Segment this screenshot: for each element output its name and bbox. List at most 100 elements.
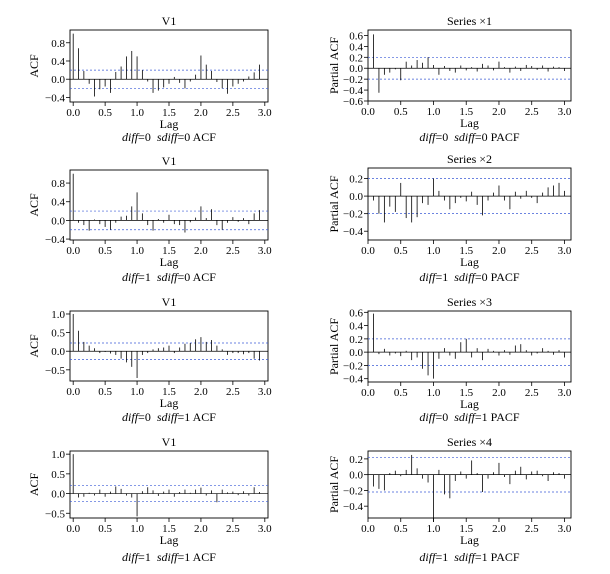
plot-frame [69, 450, 269, 519]
panel-caption: diff=1 sdiff=0 PACF [419, 270, 519, 284]
x-tick-label: 1.5 [459, 387, 473, 399]
caption-sdiff-value: =0 PACF [475, 130, 520, 144]
y-tick-label: 0.6 [349, 30, 363, 42]
plot-frame [69, 29, 269, 103]
y-tick-label: 0.0 [349, 470, 363, 482]
x-axis-label: Lag [460, 116, 479, 130]
y-tick-label: 0.4 [349, 321, 363, 333]
caption-sdiff-label: sdiff [157, 550, 179, 564]
caption-diff-label: diff [419, 270, 437, 284]
x-tick-label: 1.0 [427, 245, 441, 257]
caption-diff-label: diff [122, 410, 140, 424]
x-tick-label: 2.0 [492, 106, 506, 118]
x-axis-label: Lag [160, 255, 179, 269]
y-tick-label: 0.0 [51, 346, 65, 358]
panel-caption: diff=1 sdiff=1 ACF [122, 550, 216, 564]
caption-sdiff-label: sdiff [454, 130, 476, 144]
x-tick-label: 1.0 [427, 523, 441, 535]
y-axis-label: ACF [27, 54, 41, 78]
caption-diff-value: =0 [435, 130, 448, 144]
y-tick-label: −0.5 [45, 365, 65, 377]
y-tick-label: 0.8 [51, 178, 65, 190]
x-tick-label: 2.5 [525, 523, 539, 535]
chart-title: Series ×2 [447, 152, 492, 166]
chart-title: Series ×1 [447, 14, 492, 28]
caption-diff-label: diff [122, 270, 140, 284]
caption-diff-value: =1 [435, 270, 448, 284]
caption-sdiff-value: =0 ACF [178, 270, 217, 284]
chart-panel-4: Series ×2 0.0 0.5 1.0 1.5 2.0 2.5 3.0 −0.4 −0.2 0.… [327, 152, 572, 284]
x-axis-label: Lag [160, 396, 179, 410]
chart-panel-2: Series ×1 0.0 0.5 1.0 1.5 2.0 2.5 3.0 −0.6−0.4−0… [327, 14, 572, 144]
x-tick-label: 0.0 [66, 386, 80, 398]
y-tick-label: 0.2 [349, 52, 363, 64]
y-tick-label: 0.5 [51, 469, 65, 481]
caption-diff-label: diff [419, 410, 437, 424]
caption-sdiff-label: sdiff [157, 270, 179, 284]
caption-diff-value: =1 [435, 550, 448, 564]
y-tick-label: 0.0 [51, 74, 65, 86]
x-tick-label: 1.5 [162, 245, 176, 257]
x-tick-label: 2.5 [226, 386, 240, 398]
x-tick-label: 3.0 [558, 387, 572, 399]
caption-sdiff-value: =0 PACF [475, 270, 520, 284]
x-tick-label: 0.5 [98, 107, 112, 119]
chart-title: Series ×3 [447, 295, 492, 309]
y-axis-label: ACF [27, 193, 41, 217]
chart-title: Series ×4 [447, 435, 492, 449]
caption-diff-value: =0 [138, 130, 151, 144]
caption-diff-label: diff [419, 550, 437, 564]
x-tick-label: 1.0 [130, 523, 144, 535]
caption-sdiff-label: sdiff [454, 410, 476, 424]
y-tick-label: −0.2 [343, 360, 363, 372]
x-tick-label: 0.0 [361, 106, 375, 118]
x-tick-label: 2.0 [492, 523, 506, 535]
y-tick-label: 0.4 [349, 41, 363, 53]
y-tick-label: 1.0 [51, 449, 65, 461]
chart-panel-7: V10.0 0.5 1.0 1.5 2.0 2.5 3.0−0.50.00.51.0LagA… [27, 435, 272, 564]
y-tick-label: 0.4 [51, 197, 65, 209]
x-tick-label: 1.5 [459, 523, 473, 535]
x-tick-label: 2.5 [525, 245, 539, 257]
x-axis-label: Lag [460, 397, 479, 411]
x-tick-label: 2.0 [492, 387, 506, 399]
x-tick-label: 1.0 [427, 106, 441, 118]
x-tick-label: 2.0 [194, 386, 208, 398]
x-tick-label: 2.5 [525, 106, 539, 118]
caption-sdiff-label: sdiff [157, 410, 179, 424]
y-tick-label: 0.0 [51, 489, 65, 501]
x-tick-label: 0.0 [66, 107, 80, 119]
x-tick-label: 1.5 [459, 106, 473, 118]
panel-caption: diff=0 sdiff=1 ACF [122, 410, 216, 424]
caption-sdiff-value: =1 ACF [178, 550, 217, 564]
x-tick-label: 1.0 [427, 387, 441, 399]
x-tick-label: 2.5 [525, 387, 539, 399]
x-tick-label: 3.0 [558, 245, 572, 257]
caption-sdiff-label: sdiff [454, 270, 476, 284]
caption-diff-value: =1 [138, 270, 151, 284]
x-tick-label: 0.5 [98, 523, 112, 535]
caption-sdiff-value: =1 PACF [475, 550, 520, 564]
x-tick-label: 3.0 [558, 523, 572, 535]
x-tick-label: 3.0 [258, 523, 272, 535]
x-axis-label: Lag [460, 533, 479, 547]
y-tick-label: 0.8 [51, 38, 65, 50]
chart-panel-8: Series ×4 0.0 0.5 1.0 1.5 2.0 2.5 3.0 −0.4 −0.2 0.… [327, 435, 572, 564]
x-tick-label: 2.5 [226, 107, 240, 119]
x-tick-label: 3.0 [258, 386, 272, 398]
panel-caption: diff=0 sdiff=0 ACF [122, 130, 216, 144]
x-tick-label: 3.0 [258, 107, 272, 119]
y-tick-label: −0.4 [45, 92, 65, 104]
y-tick-label: 0.6 [349, 307, 363, 319]
x-tick-label: 1.5 [459, 245, 473, 257]
x-tick-label: 0.0 [361, 523, 375, 535]
x-tick-label: 0.5 [394, 106, 408, 118]
chart-title: V1 [162, 14, 177, 28]
x-axis-label: Lag [460, 255, 479, 269]
x-tick-label: 0.0 [66, 523, 80, 535]
panel-caption: diff=1 sdiff=0 ACF [122, 270, 216, 284]
x-tick-label: 2.0 [492, 245, 506, 257]
chart-title: V1 [162, 435, 177, 449]
y-tick-label: −0.2 [343, 485, 363, 497]
